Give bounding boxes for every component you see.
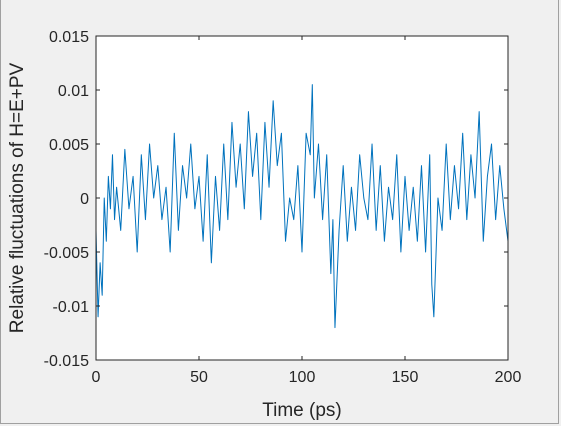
series-line bbox=[95, 84, 509, 329]
y-tick-label: -0.015 bbox=[44, 353, 89, 370]
x-tick-label: 50 bbox=[190, 369, 208, 386]
y-tick-label: 0.015 bbox=[49, 29, 89, 46]
y-tick-label: -0.01 bbox=[53, 299, 90, 316]
y-tick-label: 0.01 bbox=[58, 83, 89, 100]
x-tick-label: 200 bbox=[495, 369, 522, 386]
y-axis-label: Relative fluctuations of H=E+PV bbox=[7, 62, 28, 333]
x-tick-label: 150 bbox=[392, 369, 419, 386]
x-tick-label: 100 bbox=[289, 369, 316, 386]
y-axis: -0.015 -0.01 -0.005 0 0.005 0.01 0.015 bbox=[44, 29, 508, 370]
y-tick-label: 0 bbox=[80, 191, 89, 208]
y-tick-label: 0.005 bbox=[49, 137, 89, 154]
y-tick-label: -0.005 bbox=[44, 245, 89, 262]
plot-area bbox=[96, 36, 508, 360]
x-axis-label: Time (ps) bbox=[262, 400, 342, 421]
x-tick-label: 0 bbox=[92, 369, 101, 386]
series-layer bbox=[95, 84, 509, 329]
x-axis: 0 50 100 150 200 bbox=[92, 36, 522, 386]
